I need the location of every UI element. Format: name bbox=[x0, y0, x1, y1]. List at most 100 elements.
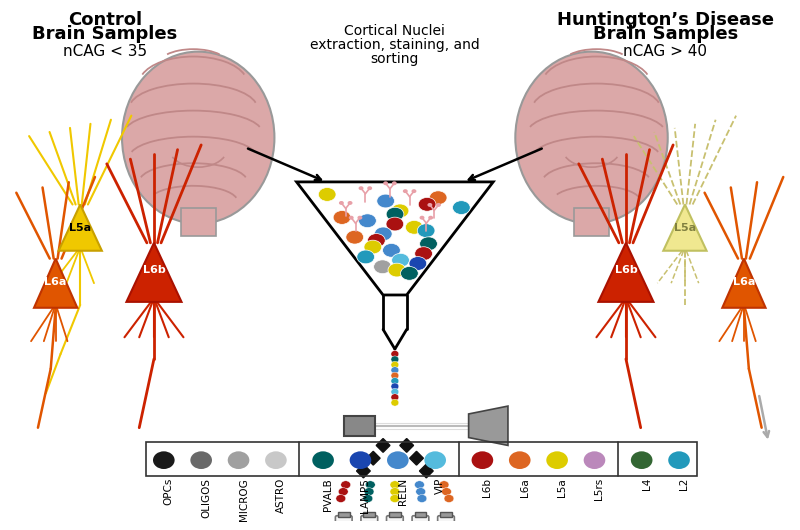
Ellipse shape bbox=[339, 201, 344, 205]
Text: Cortical Nuclei: Cortical Nuclei bbox=[345, 24, 446, 39]
Text: L5a: L5a bbox=[557, 478, 567, 497]
Bar bbox=[414, 513, 426, 517]
Ellipse shape bbox=[418, 197, 436, 211]
Ellipse shape bbox=[411, 189, 417, 193]
Text: sorting: sorting bbox=[370, 52, 419, 66]
Ellipse shape bbox=[391, 367, 399, 374]
Ellipse shape bbox=[346, 231, 363, 244]
Text: ASTRO: ASTRO bbox=[276, 478, 286, 513]
Ellipse shape bbox=[391, 526, 399, 530]
Text: nCAG < 35: nCAG < 35 bbox=[62, 43, 147, 59]
Text: extraction, staining, and: extraction, staining, and bbox=[310, 38, 480, 52]
Ellipse shape bbox=[546, 452, 568, 469]
Ellipse shape bbox=[366, 481, 375, 489]
Polygon shape bbox=[376, 438, 390, 452]
Ellipse shape bbox=[509, 452, 530, 469]
Polygon shape bbox=[469, 406, 508, 445]
Polygon shape bbox=[58, 205, 102, 251]
Ellipse shape bbox=[336, 494, 346, 502]
Text: L5a: L5a bbox=[69, 223, 91, 233]
Ellipse shape bbox=[668, 452, 690, 469]
Polygon shape bbox=[419, 464, 434, 478]
Text: L6a: L6a bbox=[45, 277, 67, 287]
FancyBboxPatch shape bbox=[335, 516, 352, 530]
Ellipse shape bbox=[190, 452, 212, 469]
Text: MICROG: MICROG bbox=[238, 478, 249, 520]
Ellipse shape bbox=[341, 481, 350, 489]
Ellipse shape bbox=[631, 452, 653, 469]
Text: Huntington’s Disease: Huntington’s Disease bbox=[557, 11, 774, 29]
Ellipse shape bbox=[153, 452, 174, 469]
Text: nCAG > 40: nCAG > 40 bbox=[623, 43, 707, 59]
Ellipse shape bbox=[391, 356, 399, 363]
Polygon shape bbox=[410, 452, 423, 465]
Ellipse shape bbox=[347, 201, 353, 205]
Text: L2: L2 bbox=[679, 478, 689, 490]
FancyBboxPatch shape bbox=[386, 516, 403, 530]
Ellipse shape bbox=[364, 240, 382, 254]
Ellipse shape bbox=[318, 188, 336, 201]
Ellipse shape bbox=[383, 181, 388, 186]
Text: VIP: VIP bbox=[435, 478, 445, 494]
Ellipse shape bbox=[377, 194, 394, 208]
Ellipse shape bbox=[439, 481, 449, 489]
Ellipse shape bbox=[403, 189, 408, 193]
Ellipse shape bbox=[416, 488, 426, 496]
Ellipse shape bbox=[391, 377, 399, 384]
Ellipse shape bbox=[312, 452, 334, 469]
Ellipse shape bbox=[366, 526, 374, 530]
Ellipse shape bbox=[409, 257, 426, 270]
Text: L4: L4 bbox=[642, 478, 652, 490]
FancyBboxPatch shape bbox=[412, 516, 429, 530]
Ellipse shape bbox=[401, 267, 418, 280]
Ellipse shape bbox=[419, 216, 425, 219]
Ellipse shape bbox=[357, 250, 374, 264]
Ellipse shape bbox=[391, 394, 399, 401]
Ellipse shape bbox=[374, 260, 391, 273]
Bar bbox=[363, 513, 375, 517]
Polygon shape bbox=[126, 243, 182, 302]
Ellipse shape bbox=[515, 51, 668, 224]
Ellipse shape bbox=[442, 526, 450, 530]
FancyBboxPatch shape bbox=[361, 516, 378, 530]
Ellipse shape bbox=[358, 216, 362, 219]
Polygon shape bbox=[663, 205, 706, 251]
Ellipse shape bbox=[386, 207, 404, 221]
Polygon shape bbox=[297, 182, 494, 295]
Ellipse shape bbox=[427, 203, 432, 207]
Ellipse shape bbox=[390, 494, 400, 502]
Ellipse shape bbox=[340, 526, 348, 530]
Ellipse shape bbox=[358, 214, 376, 227]
Ellipse shape bbox=[386, 217, 404, 231]
Ellipse shape bbox=[358, 186, 363, 190]
Text: Brain Samples: Brain Samples bbox=[32, 25, 178, 43]
Text: L6b: L6b bbox=[614, 266, 638, 276]
Ellipse shape bbox=[392, 253, 410, 267]
Text: LAMP5: LAMP5 bbox=[361, 478, 370, 513]
Ellipse shape bbox=[414, 247, 433, 261]
Ellipse shape bbox=[350, 452, 371, 469]
Ellipse shape bbox=[414, 481, 424, 489]
Text: L5rs: L5rs bbox=[594, 478, 605, 500]
Text: RELN: RELN bbox=[398, 478, 408, 505]
Polygon shape bbox=[598, 243, 654, 302]
Bar bbox=[440, 513, 452, 517]
Polygon shape bbox=[400, 438, 414, 452]
Ellipse shape bbox=[391, 388, 399, 395]
Ellipse shape bbox=[418, 224, 435, 237]
Bar bbox=[338, 513, 350, 517]
Polygon shape bbox=[722, 259, 766, 308]
Ellipse shape bbox=[374, 227, 392, 241]
FancyBboxPatch shape bbox=[438, 516, 454, 530]
Ellipse shape bbox=[382, 243, 400, 257]
Text: Control: Control bbox=[68, 11, 142, 29]
Ellipse shape bbox=[390, 481, 400, 489]
Ellipse shape bbox=[417, 494, 427, 502]
Ellipse shape bbox=[363, 494, 373, 502]
Ellipse shape bbox=[471, 452, 494, 469]
Ellipse shape bbox=[391, 350, 399, 357]
Bar bbox=[574, 208, 610, 236]
Ellipse shape bbox=[424, 452, 446, 469]
Ellipse shape bbox=[390, 488, 400, 496]
Ellipse shape bbox=[338, 488, 348, 496]
